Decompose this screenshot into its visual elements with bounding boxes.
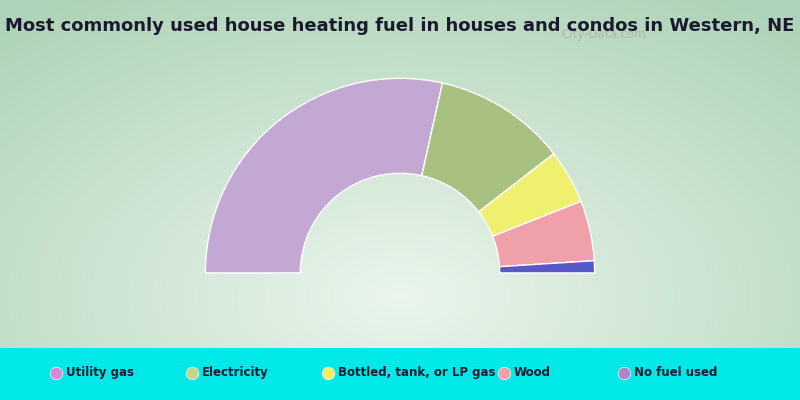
Text: Wood: Wood (514, 366, 550, 380)
Wedge shape (422, 83, 554, 212)
Text: Electricity: Electricity (202, 366, 268, 380)
Text: Utility gas: Utility gas (66, 366, 134, 380)
Wedge shape (206, 78, 442, 273)
Text: Bottled, tank, or LP gas: Bottled, tank, or LP gas (338, 366, 495, 380)
Text: Most commonly used house heating fuel in houses and condos in Western, NE: Most commonly used house heating fuel in… (6, 17, 794, 35)
Text: No fuel used: No fuel used (634, 366, 717, 380)
Wedge shape (493, 201, 594, 267)
Wedge shape (499, 261, 594, 273)
Text: City-Data.com: City-Data.com (561, 28, 646, 42)
Wedge shape (478, 154, 581, 236)
